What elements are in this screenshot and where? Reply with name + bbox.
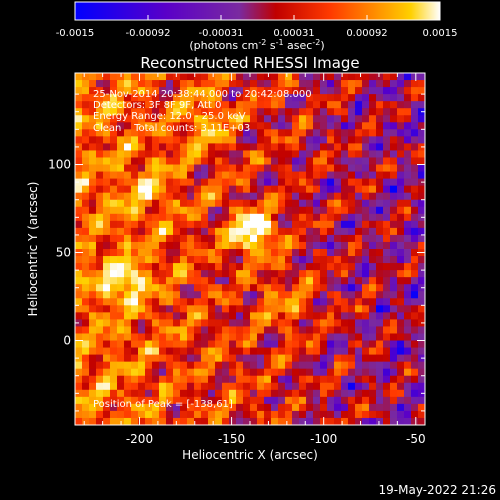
y-axis: 0 50 100	[48, 93, 425, 412]
y-axis-label: Heliocentric Y (arcsec)	[26, 182, 40, 317]
x-tick-label: -100	[310, 432, 337, 446]
x-tick-label: -200	[126, 432, 153, 446]
y-tick-label: 0	[63, 334, 71, 348]
x-tick-label: -150	[218, 432, 245, 446]
colorbar: -0.0015 -0.00092 -0.00031 0.00031 0.00092 0.0…	[56, 1, 458, 52]
colorbar-tick-label: 0.00031	[273, 28, 314, 39]
colorbar-tick-label: -0.00092	[126, 28, 171, 39]
peak-position-text: Position of Peak = [-138,61]	[93, 399, 233, 410]
colorbar-tick-label: -0.0015	[56, 28, 95, 39]
y-tick-label: 50	[56, 246, 71, 260]
x-axis-label: Heliocentric X (arcsec)	[182, 448, 318, 462]
x-tick-label: -50	[406, 432, 426, 446]
clean-counts-text: Clean Total counts: 3.11E+03	[93, 123, 250, 134]
colorbar-tick-labels: -0.0015 -0.00092 -0.00031 0.00031 0.00092 0.0…	[56, 28, 458, 39]
colorbar-tick-label: -0.00031	[199, 28, 244, 39]
x-axis: -200 -150 -100 -50	[83, 73, 426, 446]
footer-date: 19-May-2022 21:26	[379, 483, 496, 497]
observation-info: 25-Nov-2014 20:38:44.000 to 20:42:08.000…	[93, 89, 312, 410]
colorbar-gradient	[74, 1, 441, 21]
time-range-text: 25-Nov-2014 20:38:44.000 to 20:42:08.000	[93, 89, 312, 100]
hxr-image	[75, 73, 425, 425]
colorbar-tick-label: 0.00092	[346, 28, 387, 39]
plot-title: Reconstructed RHESSI Image	[140, 54, 359, 72]
detectors-text: Detectors: 3F 8F 9F, Att 0	[93, 100, 221, 111]
colorbar-tick-label: 0.0015	[423, 28, 458, 39]
energy-range-text: Energy Range: 12.0 - 25.0 keV	[93, 111, 246, 122]
colorbar-unit-label: (photons cm-2 s-1 asec-2)	[189, 38, 324, 52]
y-tick-label: 100	[48, 158, 71, 172]
colorbar-tick-marks	[74, 15, 441, 20]
